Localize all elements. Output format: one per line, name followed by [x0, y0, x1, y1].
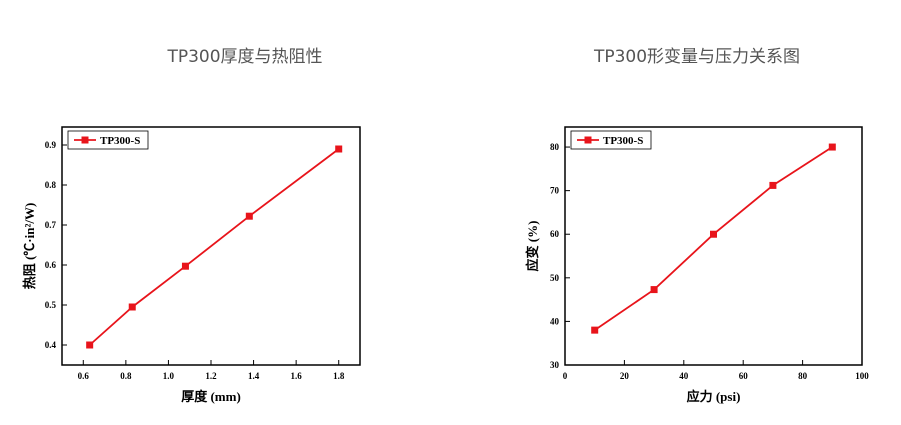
chart: TP300厚度与热阻性 0.6 0.8 1.0 1.2 1.4 1.6 1.8 0.4 0.5 0.…: [22, 47, 361, 404]
y-axis-label: 热阻 (℃·in²/W): [22, 203, 37, 290]
legend-box: [570, 130, 652, 150]
data-point: [710, 230, 717, 238]
chart: TP300形变量与压力关系图 0 20 40 60 80 100 30 40 50 60 70 80 应力…: [525, 47, 869, 404]
data-point: [128, 303, 136, 311]
legend-marker: [81, 136, 89, 144]
data-point: [828, 143, 836, 151]
legend-label: TP300-S: [603, 135, 643, 147]
x-tick-label: 1.6: [291, 371, 303, 381]
y-tick-label: 0.4: [45, 340, 57, 350]
y-tick-label: 50: [550, 273, 560, 283]
series-line: [89, 148, 340, 346]
y-tick-label: 30: [550, 360, 560, 370]
series-line: [594, 146, 833, 331]
y-tick-label: 80: [550, 142, 560, 152]
y-tick-label: 40: [550, 316, 560, 326]
y-tick-label: 70: [550, 186, 560, 196]
x-tick-label: 80: [798, 371, 808, 381]
x-tick-label: 1.0: [163, 371, 175, 381]
y-tick-label: 0.7: [45, 220, 57, 230]
x-axis-label: 厚度 (mm): [181, 389, 241, 404]
chart-title: TP300形变量与压力关系图: [593, 47, 800, 67]
data-point: [769, 181, 777, 189]
data-point: [650, 286, 658, 294]
y-tick-label: 0.5: [45, 300, 57, 310]
x-axis-label: 应力 (psi): [687, 389, 741, 404]
x-tick-label: 20: [620, 371, 630, 381]
x-tick-label: 100: [855, 371, 869, 381]
x-tick-label: 1.8: [333, 371, 345, 381]
legend-marker: [584, 136, 592, 144]
data-point: [591, 326, 599, 334]
x-tick-label: 0: [563, 371, 568, 381]
legend-box: [67, 130, 149, 150]
plot-frame: [564, 126, 863, 366]
chart-title: TP300厚度与热阻性: [166, 47, 322, 67]
data-point: [335, 145, 343, 153]
x-tick-label: 60: [739, 371, 749, 381]
x-tick-label: 1.4: [248, 371, 260, 381]
data-point: [86, 341, 94, 349]
x-tick-label: 0.8: [120, 371, 132, 381]
y-tick-label: 0.8: [45, 180, 57, 190]
data-point: [245, 212, 253, 220]
x-tick-label: 0.6: [78, 371, 90, 381]
legend-label: TP300-S: [100, 135, 140, 147]
data-point: [181, 262, 189, 270]
y-tick-label: 60: [550, 229, 560, 239]
x-tick-label: 40: [679, 371, 689, 381]
y-axis-label: 应变 (%): [525, 221, 540, 272]
x-tick-label: 1.2: [205, 371, 217, 381]
y-tick-label: 0.9: [45, 140, 57, 150]
y-tick-label: 0.6: [45, 260, 57, 270]
